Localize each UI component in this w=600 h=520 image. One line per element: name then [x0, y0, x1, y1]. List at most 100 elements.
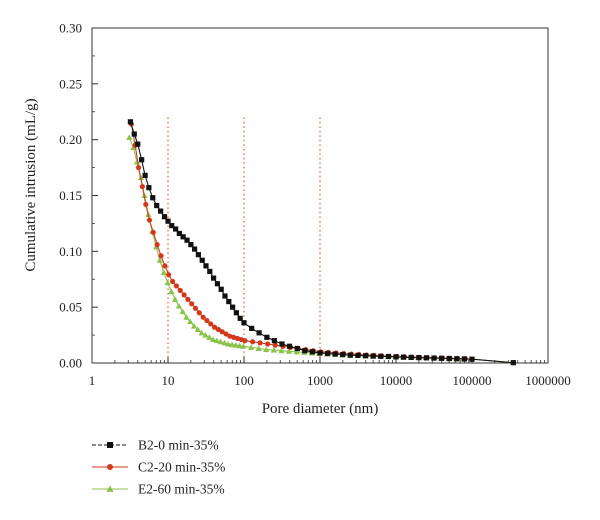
legend-label: B2-0 min-35% — [138, 438, 219, 453]
data-point — [181, 292, 187, 298]
data-point — [230, 304, 236, 310]
data-point — [385, 353, 391, 360]
data-point — [146, 185, 152, 191]
data-point — [278, 347, 285, 354]
series-e2-60-min-35- — [126, 134, 517, 366]
data-point — [154, 202, 160, 209]
y-tick-label: 0.20 — [59, 132, 82, 147]
data-point — [184, 237, 190, 243]
data-point — [214, 281, 221, 287]
legend-label: E2-60 min-35% — [138, 482, 225, 497]
series-b2-0-min-35- — [127, 119, 516, 366]
data-point — [206, 334, 213, 340]
data-point — [219, 329, 225, 335]
data-point — [173, 226, 179, 232]
data-point — [208, 321, 214, 327]
data-point — [438, 355, 445, 361]
data-point — [106, 485, 114, 492]
series-c2-20-min-35- — [128, 121, 468, 362]
data-point — [162, 263, 168, 269]
data-point — [194, 326, 201, 332]
data-point — [242, 338, 248, 344]
legend-item: B2-0 min-35% — [92, 438, 219, 453]
x-tick-label: 1 — [89, 373, 96, 388]
data-point — [158, 208, 164, 214]
data-point — [156, 257, 163, 263]
data-point — [133, 158, 141, 165]
data-point — [130, 144, 137, 150]
data-point — [255, 345, 262, 351]
data-point — [210, 275, 217, 281]
data-point — [165, 218, 171, 224]
data-point — [408, 354, 414, 361]
data-point — [232, 342, 239, 348]
data-point — [175, 302, 182, 309]
data-point — [164, 279, 171, 286]
y-tick-label: 0.00 — [59, 356, 82, 371]
data-point — [126, 134, 133, 140]
data-point — [107, 464, 113, 470]
data-point — [171, 296, 179, 302]
data-point — [256, 330, 262, 336]
data-point — [143, 201, 149, 208]
y-tick-label: 0.30 — [59, 21, 82, 36]
data-point — [192, 246, 198, 252]
data-point — [240, 343, 247, 349]
legend: B2-0 min-35% C2-20 min-35% E2-60 min-35% — [92, 438, 225, 497]
data-point — [247, 344, 255, 350]
legend-label: C2-20 min-35% — [138, 460, 225, 475]
data-point — [161, 214, 168, 220]
data-point — [228, 341, 236, 348]
data-point — [401, 354, 407, 360]
data-point — [461, 356, 467, 362]
data-point — [294, 345, 300, 352]
data-point — [139, 183, 145, 190]
data-point — [131, 131, 137, 137]
data-point — [221, 339, 228, 346]
reference-lines — [167, 117, 321, 363]
data-point — [355, 352, 361, 359]
x-tick-label: 10 — [162, 373, 175, 388]
data-point — [135, 141, 141, 147]
data-point — [317, 350, 323, 356]
data-point — [226, 298, 232, 305]
data-point — [199, 257, 205, 263]
data-point — [150, 195, 156, 201]
data-point — [271, 338, 277, 344]
y-tick-label: 0.25 — [59, 76, 82, 91]
data-point — [168, 288, 175, 295]
data-point — [213, 337, 220, 344]
data-point — [195, 252, 201, 258]
data-point — [340, 352, 346, 358]
data-point — [222, 293, 228, 299]
data-point — [309, 349, 315, 355]
data-point — [423, 355, 430, 361]
data-point — [170, 278, 176, 285]
data-point — [416, 355, 422, 361]
data-point — [190, 323, 198, 329]
data-point — [107, 442, 113, 448]
y-tick-label: 0.10 — [59, 244, 82, 259]
x-tick-label: 1000000 — [525, 373, 571, 388]
data-point — [211, 324, 218, 330]
data-point — [250, 339, 256, 345]
data-point — [217, 338, 224, 345]
y-tick-label: 0.15 — [59, 188, 82, 203]
x-tick-label: 100 — [234, 373, 254, 388]
data-point — [188, 242, 194, 248]
data-point — [202, 331, 209, 338]
data-point — [183, 314, 190, 320]
data-point — [218, 286, 224, 292]
data-point — [169, 223, 175, 229]
data-point — [325, 350, 331, 357]
data-point — [293, 348, 300, 355]
data-point — [236, 342, 243, 349]
data-point — [142, 172, 148, 178]
data-point — [198, 329, 205, 336]
data-point — [215, 326, 221, 333]
data-point — [431, 355, 437, 361]
data-point — [370, 353, 376, 359]
y-tick-label: 0.05 — [59, 300, 82, 315]
x-tick-label: 10000 — [380, 373, 413, 388]
